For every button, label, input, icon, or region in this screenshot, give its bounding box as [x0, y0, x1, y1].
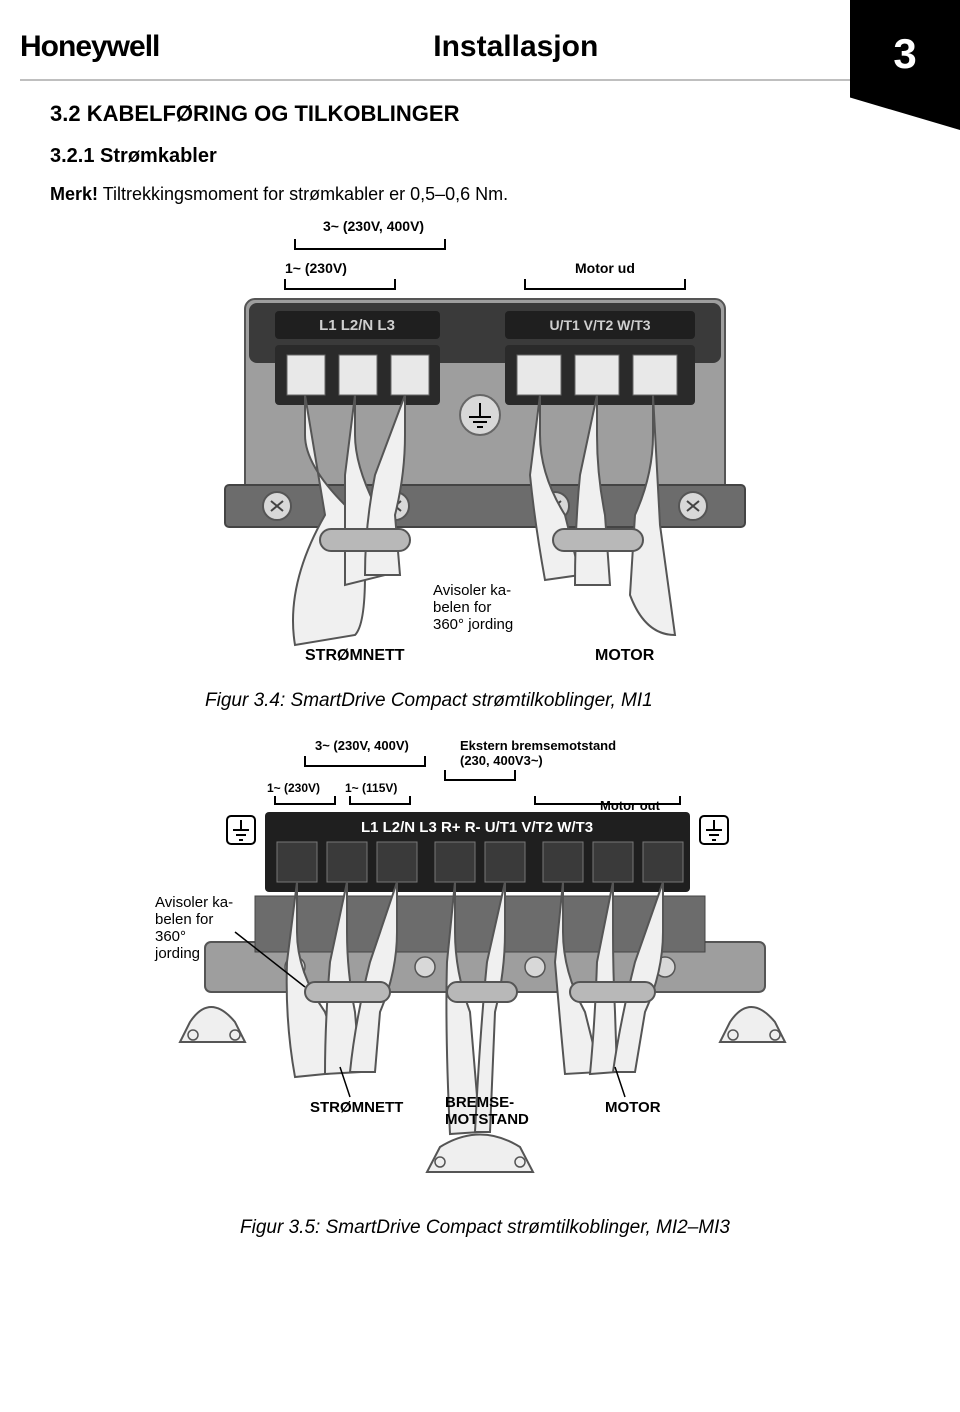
- brand: Honeywell: [20, 30, 159, 64]
- fig2-motor-out: Motor out: [600, 798, 661, 813]
- fig1-strip-label: Avisoler ka- belen for 360° jording: [433, 582, 515, 633]
- fig1-left-terminals: [275, 345, 440, 405]
- figure-1-svg: 3~ (230V, 400V) 1~ (230V) Motor ud L1 L2…: [205, 215, 765, 675]
- heading-subsection: 3.2.1 Strømkabler: [50, 145, 920, 168]
- fig1-lbl-1phase: 1~ (230V): [285, 260, 347, 276]
- fig1-lbl-motorud: Motor ud: [575, 260, 635, 276]
- fig1-motor-label: MOTOR: [595, 647, 655, 664]
- figure-2-caption: Figur 3.5: SmartDrive Compact strømtilko…: [50, 1217, 920, 1239]
- fig2-lbl-1phase-b: 1~ (115V): [345, 781, 397, 795]
- fig1-net-label: STRØMNETT: [305, 647, 405, 664]
- chapter-number: 3: [893, 30, 916, 78]
- fig1-term-right: U/T1 V/T2 W/T3: [549, 317, 650, 333]
- fig1-term-left: L1 L2/N L3: [319, 317, 395, 334]
- fig1-right-terminals: [505, 345, 695, 405]
- fig2-side-clamp-right: [720, 1007, 785, 1042]
- figure-1-caption: Figur 3.4: SmartDrive Compact strømtilko…: [205, 690, 765, 712]
- note-rest: Tiltrekkingsmoment for strømkabler er 0,…: [98, 184, 508, 204]
- fig2-brake-row: BREMSE- MOTSTAND: [445, 1094, 529, 1128]
- fig2-lbl-3phase: 3~ (230V, 400V): [315, 738, 409, 753]
- fig2-terminals: L1 L2/N L3 R+ R- U/T1 V/T2 W/T3: [361, 819, 593, 836]
- fig2-ground-right: [700, 816, 728, 844]
- page-header: Honeywell Installasjon 12: [0, 0, 960, 74]
- figure-1: 3~ (230V, 400V) 1~ (230V) Motor ud L1 L2…: [50, 215, 920, 680]
- content-area: 3.2 KABELFØRING OG TILKOBLINGER 3.2.1 St…: [0, 81, 960, 1239]
- fig2-side-clamp-left: [180, 1007, 245, 1042]
- figure-2-svg: 3~ (230V, 400V) Ekstern bremsemotstand (…: [135, 732, 835, 1202]
- fig2-motor-label: MOTOR: [605, 1099, 661, 1116]
- torque-note: Merk! Tiltrekkingsmoment for strømkabler…: [50, 184, 920, 205]
- note-bold: Merk!: [50, 184, 98, 204]
- figure-2: 3~ (230V, 400V) Ekstern bremsemotstand (…: [50, 732, 920, 1207]
- fig2-net-label: STRØMNETT: [310, 1099, 403, 1116]
- fig2-brake-label: Ekstern bremsemotstand (230, 400V3~): [460, 738, 620, 768]
- fig2-bottom-clamp: [427, 1135, 533, 1173]
- fig2-ground-left: [227, 816, 255, 844]
- fig1-lbl-3phase: 3~ (230V, 400V): [323, 218, 424, 234]
- heading-section: 3.2 KABELFØRING OG TILKOBLINGER: [50, 101, 920, 127]
- fig2-lbl-1phase-a: 1~ (230V): [267, 781, 320, 795]
- page-title: Installasjon: [159, 30, 872, 64]
